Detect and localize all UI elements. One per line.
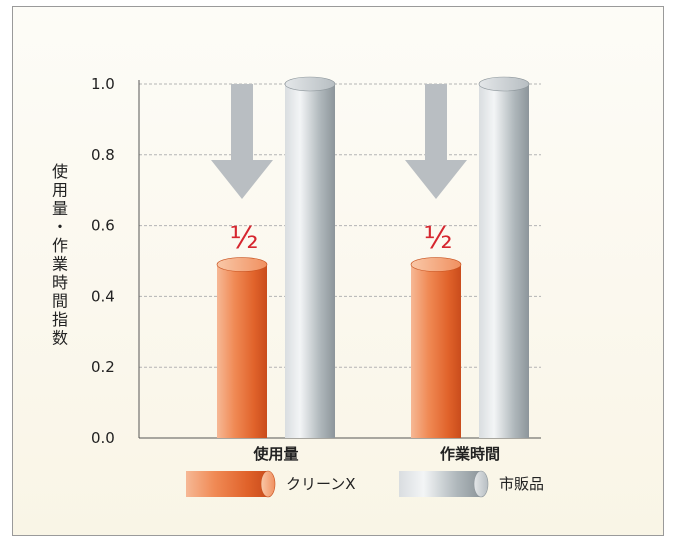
y-axis-label-char: ・: [52, 218, 68, 237]
gridlines: [139, 83, 541, 368]
bar-cap: [216, 257, 268, 272]
y-axis-label-char: 量: [52, 199, 68, 218]
half-annotation: ½: [423, 221, 452, 256]
legend-item-cleanx: クリーンX: [186, 470, 356, 498]
category-labels: 使用量 作業時間: [252, 445, 500, 463]
category-label: 使用量: [252, 445, 298, 463]
legend-swatch-cap: [473, 470, 489, 498]
y-axis-label-char: 用: [52, 181, 68, 200]
y-axis-label-char: 業: [52, 255, 68, 274]
y-tick-label: 0.6: [91, 217, 115, 235]
legend-label: クリーンX: [286, 475, 356, 493]
bar-body: [411, 264, 461, 438]
y-axis-label-char: 作: [52, 236, 68, 255]
bars: [216, 76, 530, 438]
bar-cap: [284, 76, 336, 92]
bar-commercial-0: [284, 76, 336, 438]
y-axis-label-char: 数: [52, 329, 68, 348]
legend-swatch: [399, 471, 481, 497]
bar-cap: [410, 257, 462, 272]
legend-label: 市販品: [499, 475, 544, 493]
y-tick-label: 0.4: [91, 287, 115, 305]
bar-body: [479, 84, 529, 438]
bar-cap: [478, 76, 530, 92]
legend: クリーンX 市販品: [186, 470, 544, 498]
bar-cleanx-1: [410, 257, 462, 438]
bar-cleanx-0: [216, 257, 268, 438]
bar-body: [217, 264, 267, 438]
category-label: 作業時間: [440, 445, 500, 463]
y-tick-label: 0.8: [91, 146, 115, 164]
down-arrow: [405, 84, 467, 199]
bar-commercial-1: [478, 76, 530, 438]
legend-swatch-cap: [260, 470, 276, 498]
y-axis-label-char: 時: [52, 273, 68, 292]
bar-body: [285, 84, 335, 438]
y-tick-label: 0.0: [91, 429, 115, 447]
y-axis-label-char: 使: [52, 162, 68, 181]
y-axis-label-char: 指: [52, 310, 68, 329]
down-arrow: [211, 84, 273, 199]
y-tick-label: 1.0: [91, 75, 115, 93]
y-tick-labels: 0.0 0.2 0.4 0.6 0.8 1.0: [91, 75, 115, 447]
legend-swatch: [186, 471, 268, 497]
y-axis-label-char: 間: [52, 292, 68, 311]
half-annotation: ½: [229, 221, 258, 256]
legend-item-commercial: 市販品: [399, 470, 544, 498]
axes: [138, 80, 541, 439]
y-tick-label: 0.2: [91, 358, 115, 376]
